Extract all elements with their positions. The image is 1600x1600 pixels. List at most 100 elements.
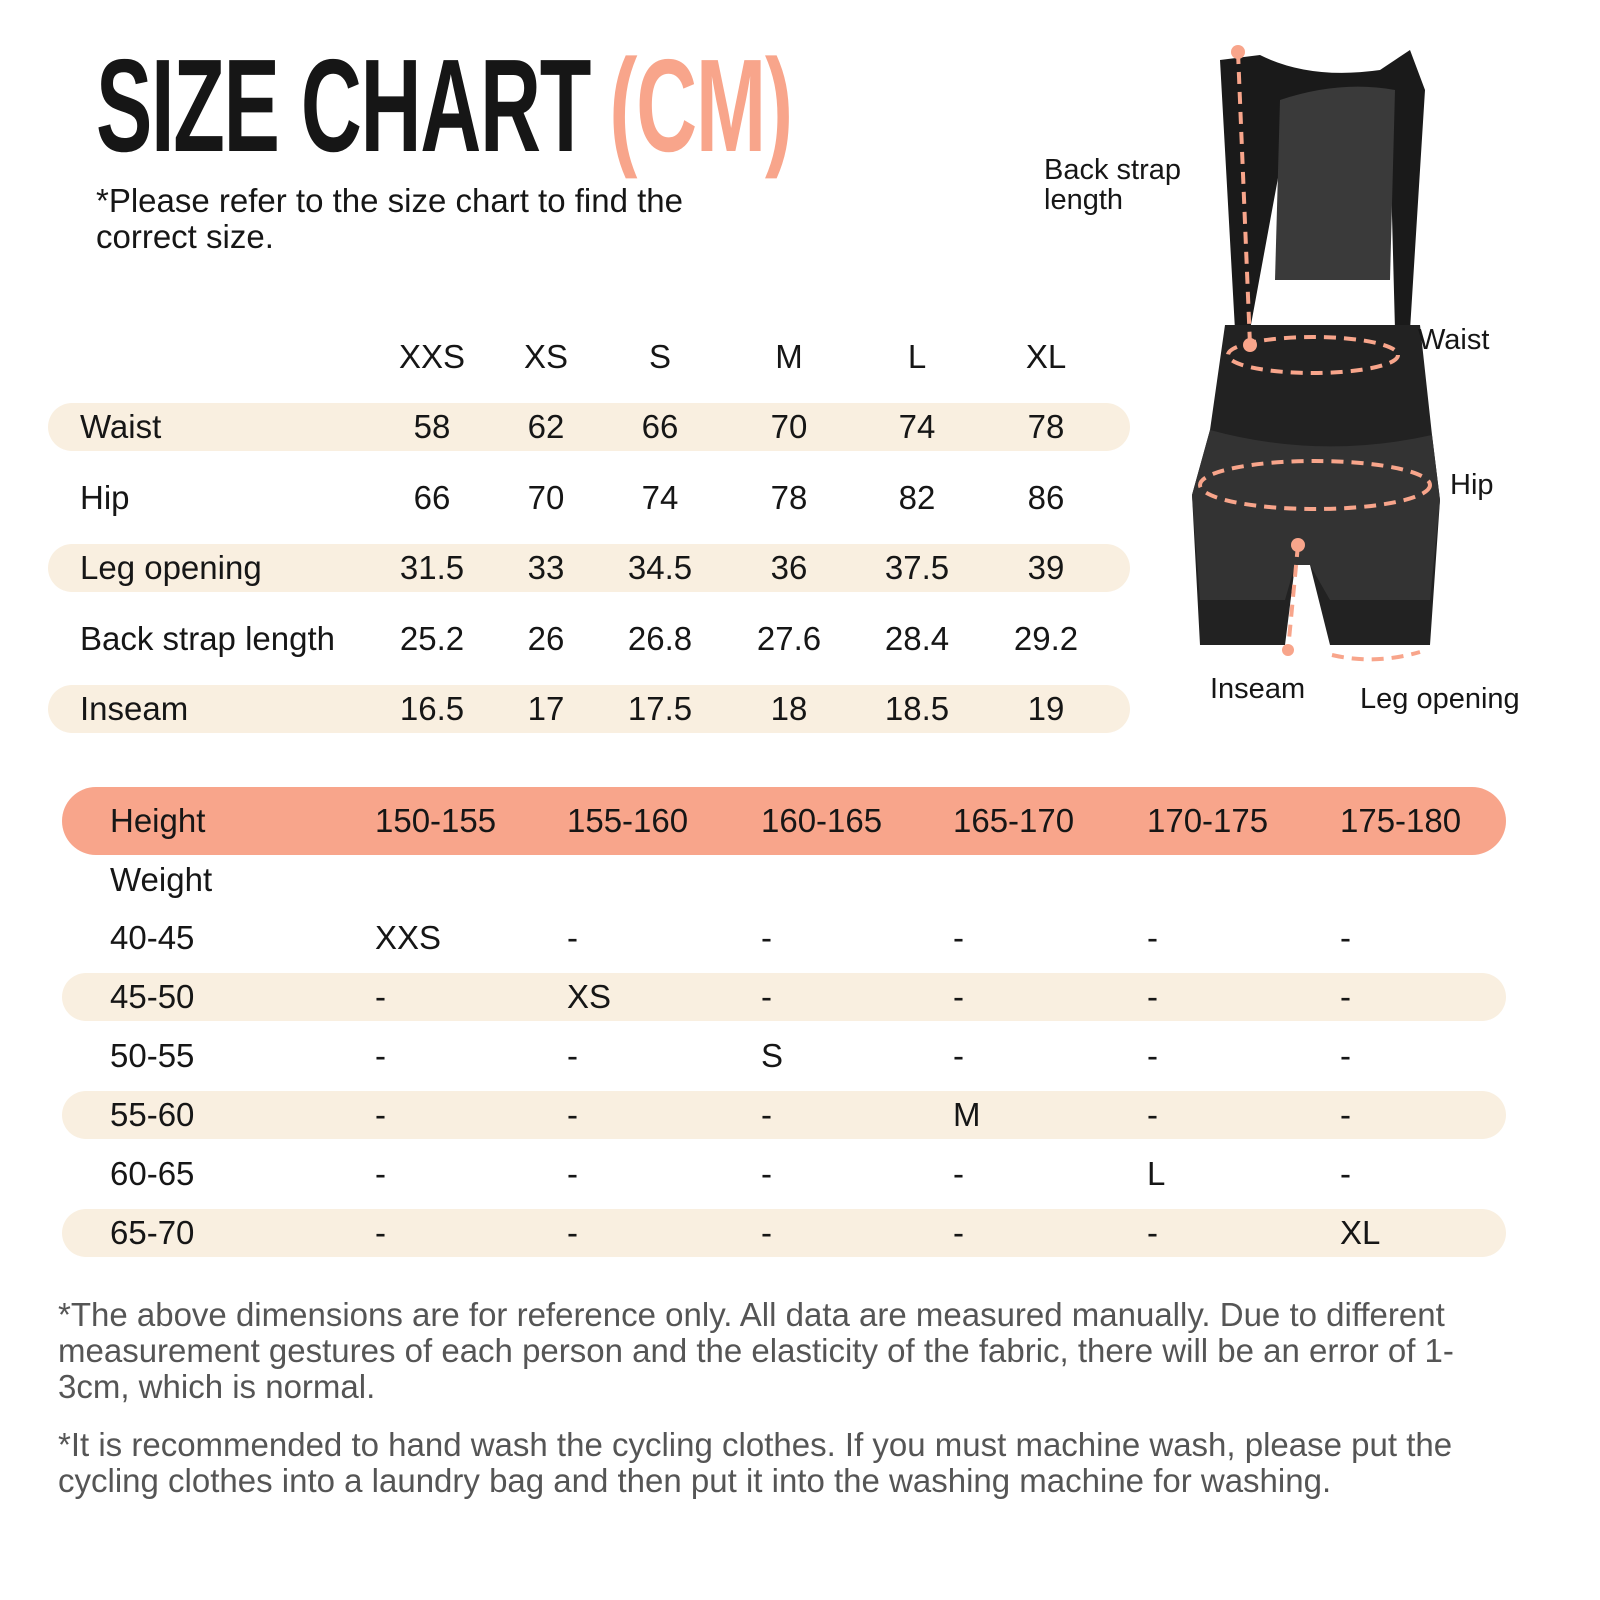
row-label: Inseam	[80, 690, 189, 727]
label-back-strap: Back strap length	[1044, 154, 1181, 216]
label-leg-opening: Leg opening	[1360, 683, 1520, 715]
fit-cell: -	[1147, 919, 1158, 956]
back-strap-line	[1236, 51, 1252, 346]
fit-cell: -	[953, 1155, 964, 1192]
weight-range: 60-65	[110, 1155, 195, 1192]
fit-cell: -	[567, 1214, 578, 1251]
row-band	[62, 1209, 1506, 1257]
fit-cell: -	[375, 1155, 386, 1192]
fit-cell: -	[567, 919, 578, 956]
table-cell: 17	[527, 690, 565, 727]
row-band	[62, 1091, 1506, 1139]
fit-cell: -	[761, 978, 772, 1015]
table-cell: 62	[527, 408, 565, 445]
note-washing: *It is recommended to hand wash the cycl…	[58, 1426, 1453, 1499]
table-cell: 16.5	[399, 690, 465, 727]
fit-cell: -	[567, 1155, 578, 1192]
fit-cell: -	[761, 1214, 772, 1251]
leg-opening-line	[1331, 650, 1421, 662]
fit-cell: XS	[567, 978, 612, 1015]
fit-cell: -	[761, 1155, 772, 1192]
height-header-band	[62, 787, 1506, 855]
table-cell: 28.4	[884, 620, 950, 657]
table-cell: 29.2	[1013, 620, 1079, 657]
table-cell: 74	[641, 479, 679, 516]
row-label: Waist	[80, 408, 162, 445]
hip-line	[1198, 459, 1432, 511]
table-cell: 19	[1027, 690, 1065, 727]
table-cell: 18.5	[884, 690, 950, 727]
height-range: 175-180	[1340, 802, 1462, 839]
fit-cell: -	[1147, 1214, 1158, 1251]
row-band	[62, 973, 1506, 1021]
fit-cell: -	[1340, 978, 1351, 1015]
fit-cell: -	[375, 1214, 386, 1251]
table-cell: 82	[898, 479, 936, 516]
row-label: Back strap length	[80, 620, 335, 657]
subtitle: *Please refer to the size chart to find …	[96, 182, 683, 255]
table-cell: 78	[770, 479, 808, 516]
waist-line	[1226, 335, 1400, 375]
fit-cell: -	[953, 1214, 964, 1251]
note-dimensions: *The above dimensions are for reference …	[58, 1296, 1454, 1405]
table-cell: 37.5	[884, 549, 950, 586]
size-header: XS	[523, 338, 569, 375]
notes: *The above dimensions are for reference …	[58, 1297, 1518, 1499]
height-range: 170-175	[1147, 802, 1269, 839]
size-header: L	[907, 338, 927, 375]
fit-cell: -	[567, 1037, 578, 1074]
row-band	[48, 403, 1130, 451]
weight-range: 65-70	[110, 1214, 195, 1251]
fit-cell: XL	[1340, 1214, 1381, 1251]
table-cell: 27.6	[756, 620, 822, 657]
fit-cell: -	[761, 919, 772, 956]
row-band	[48, 544, 1130, 592]
table-cell: 26	[527, 620, 565, 657]
measurement-lines	[1198, 51, 1432, 662]
fit-cell: -	[953, 1037, 964, 1074]
table-cell: 70	[770, 408, 808, 445]
size-header: XL	[1025, 338, 1067, 375]
table-cell: 17.5	[627, 690, 693, 727]
weight-range: 55-60	[110, 1096, 195, 1133]
fit-cell: -	[1147, 1096, 1158, 1133]
fit-cell: -	[1340, 1155, 1351, 1192]
weight-label: Weight	[110, 861, 213, 898]
measurement-points	[1231, 45, 1305, 656]
table-cell: 66	[641, 408, 679, 445]
row-label: Hip	[80, 479, 130, 516]
fit-cell: -	[761, 1096, 772, 1133]
fit-cell: -	[1340, 1096, 1351, 1133]
table-cell: 70	[527, 479, 565, 516]
weight-range: 50-55	[110, 1037, 195, 1074]
table-cell: 86	[1027, 479, 1065, 516]
height-label: Height	[110, 802, 206, 839]
fit-cell: -	[375, 978, 386, 1015]
fit-cell: S	[761, 1037, 784, 1074]
title-text: SIZE CHART	[96, 32, 591, 179]
title-unit: (CM)	[609, 32, 793, 179]
table-cell: 26.8	[627, 620, 693, 657]
fit-cell: -	[1147, 978, 1158, 1015]
table-cell: 18	[770, 690, 808, 727]
table-cell: 36	[770, 549, 808, 586]
bib-shorts-diagram	[1192, 45, 1440, 662]
table-cell: 31.5	[399, 549, 465, 586]
size-header: M	[775, 338, 803, 375]
table-cell: 74	[898, 408, 936, 445]
fit-cell: XXS	[375, 919, 442, 956]
fit-cell: -	[1340, 1037, 1351, 1074]
table-cell: 39	[1027, 549, 1065, 586]
size-header: S	[648, 338, 672, 375]
fit-cell: -	[953, 919, 964, 956]
fit-cell: L	[1147, 1155, 1166, 1192]
height-range: 165-170	[953, 802, 1075, 839]
table-cell: 25.2	[399, 620, 465, 657]
row-label: Leg opening	[80, 549, 262, 586]
fit-cell: -	[375, 1037, 386, 1074]
bib-shorts-illustration	[1192, 50, 1440, 645]
weight-range: 40-45	[110, 919, 195, 956]
row-band	[48, 685, 1130, 733]
table-cell: 58	[413, 408, 451, 445]
table-cell: 66	[413, 479, 451, 516]
